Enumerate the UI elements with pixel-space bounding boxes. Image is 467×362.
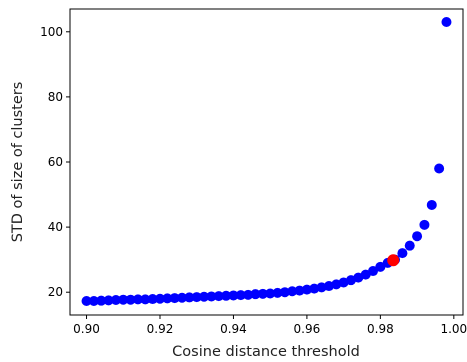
data-point (81, 296, 92, 307)
highlighted-point (387, 254, 400, 267)
data-point (147, 294, 158, 305)
data-point (397, 248, 408, 259)
y-axis-label: STD of size of clusters (10, 82, 26, 243)
data-point (375, 261, 386, 272)
data-point (404, 240, 415, 251)
data-point (287, 286, 298, 297)
data-point (103, 295, 114, 306)
data-point (426, 199, 437, 210)
data-point (434, 163, 445, 174)
data-point (96, 295, 107, 306)
y-tick-label: 80 (48, 90, 63, 104)
data-point (88, 296, 99, 307)
data-point (169, 293, 180, 304)
data-point (294, 285, 305, 296)
data-point (250, 289, 261, 300)
data-point (228, 290, 239, 301)
data-point (132, 294, 143, 305)
data-point (191, 292, 202, 303)
data-point (301, 284, 312, 295)
x-tick-label: 0.94 (220, 322, 247, 336)
data-point (206, 291, 217, 302)
data-point (118, 294, 129, 305)
data-point (419, 219, 430, 230)
data-point (110, 295, 121, 306)
x-tick-label: 0.92 (147, 322, 174, 336)
x-axis-label: Cosine distance threshold (172, 344, 360, 360)
data-point (243, 289, 254, 300)
data-point (199, 291, 210, 302)
y-tick-label: 20 (48, 285, 63, 299)
y-tick-label: 40 (48, 220, 63, 234)
data-point (125, 294, 136, 305)
x-axis-ticks: 0.90 0.92 0.94 0.96 0.98 1.00 (73, 315, 467, 336)
data-point (265, 288, 276, 299)
data-point (235, 290, 246, 301)
plot-frame (69, 8, 464, 316)
data-point (213, 291, 224, 302)
data-point (221, 290, 232, 301)
data-point (257, 288, 268, 299)
x-tick-label: 1.00 (440, 322, 467, 336)
y-axis-ticks: 20 40 60 80 100 (40, 25, 70, 299)
points-layer (81, 17, 452, 307)
data-point (272, 287, 283, 298)
data-point (162, 293, 173, 304)
data-point (279, 287, 290, 298)
x-tick-label: 0.96 (294, 322, 321, 336)
y-tick-label: 60 (48, 155, 63, 169)
x-tick-label: 0.90 (73, 322, 100, 336)
data-point (177, 292, 188, 303)
data-point (412, 231, 423, 242)
data-point (154, 293, 165, 304)
x-tick-label: 0.98 (367, 322, 394, 336)
data-point (441, 17, 452, 28)
data-point (184, 292, 195, 303)
data-point (140, 294, 151, 305)
data-point (368, 266, 379, 277)
y-tick-label: 100 (40, 25, 63, 39)
